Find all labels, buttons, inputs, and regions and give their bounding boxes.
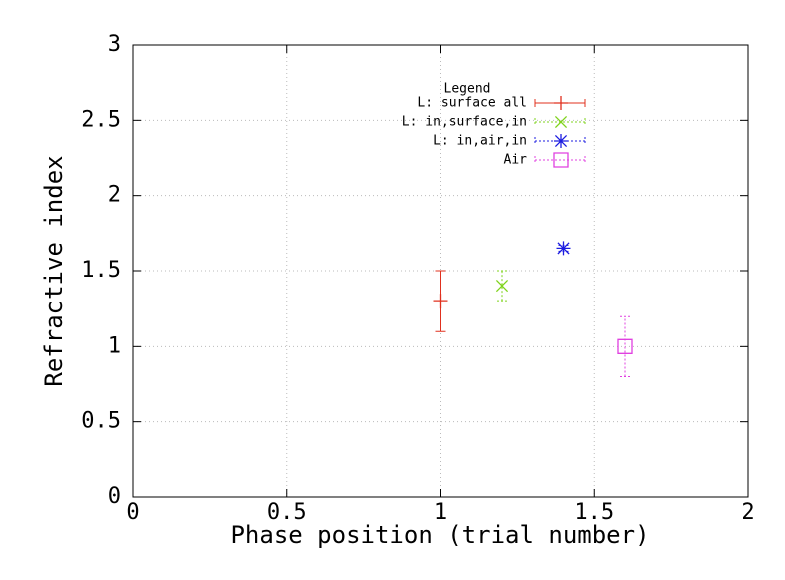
- x-axis-label: Phase position (trial number): [230, 521, 649, 549]
- x-tick-label: 0: [126, 500, 139, 525]
- legend-sample: [534, 156, 586, 164]
- legend-marker: [554, 115, 568, 129]
- legend-marker: [554, 96, 568, 110]
- x-tick-label: 1: [434, 500, 447, 525]
- legend-marker: [554, 134, 568, 148]
- marker: [556, 241, 571, 256]
- y-tick-label: 2: [108, 183, 121, 208]
- y-tick-label: 1.5: [81, 258, 121, 283]
- plot-frame: [132, 44, 749, 498]
- legend-label: L: in,surface,in: [402, 115, 527, 130]
- marker: [617, 338, 633, 354]
- marker: [433, 294, 448, 309]
- legend-title: Legend: [444, 82, 491, 97]
- legend-label: Air: [504, 153, 528, 168]
- marker: [495, 280, 509, 293]
- error-bar: [497, 270, 507, 302]
- y-axis-label: Refractive index: [40, 155, 68, 386]
- legend-label: L: surface all: [417, 96, 527, 111]
- y-tick-label: 0: [108, 484, 121, 509]
- y-tick-label: 0.5: [81, 409, 121, 434]
- x-tick-label: 1.5: [574, 500, 614, 525]
- legend-sample: [534, 118, 586, 126]
- legend-label: L: in,air,in: [433, 134, 527, 149]
- y-tick-label: 3: [108, 32, 121, 57]
- y-tick-label: 2.5: [81, 107, 121, 132]
- error-bar: [620, 315, 630, 377]
- x-tick-label: 0.5: [267, 500, 307, 525]
- y-tick-label: 1: [108, 333, 121, 358]
- x-tick-label: 2: [741, 500, 754, 525]
- legend-marker: [553, 152, 569, 168]
